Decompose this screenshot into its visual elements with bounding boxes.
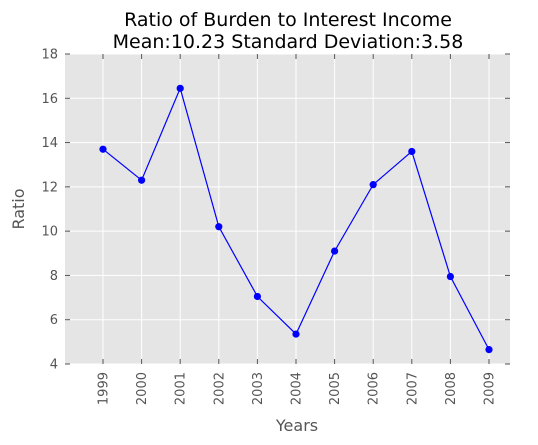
- tick-marks: [65, 53, 510, 365]
- y-tick-label: 10: [41, 225, 58, 240]
- data-point: [485, 346, 493, 354]
- data-point: [176, 84, 184, 92]
- data-point: [408, 147, 416, 156]
- grid-lines: [65, 53, 510, 365]
- x-tick-label: 2008: [444, 372, 459, 405]
- y-tick-label: 8: [50, 269, 58, 284]
- data-point: [331, 247, 339, 255]
- x-tick-label: 2006: [367, 372, 382, 405]
- data-point: [253, 292, 261, 301]
- data-point: [369, 181, 377, 189]
- y-tick-label: 14: [41, 136, 58, 151]
- data-point: [446, 272, 454, 281]
- data-point: [215, 223, 223, 231]
- x-tick-label: 2009: [483, 372, 498, 405]
- x-tick-label: 2001: [174, 372, 189, 405]
- y-axis-label: Ratio: [9, 188, 28, 229]
- plot-area: [65, 54, 510, 364]
- data-points: [99, 84, 493, 354]
- y-tick-label: 6: [50, 313, 58, 328]
- y-tick-label: 16: [41, 92, 58, 107]
- x-tick-label: 2000: [135, 372, 150, 405]
- x-tick-label: 2003: [251, 372, 266, 405]
- y-tick-labels: 4 6 8 10 12 14 16 18: [41, 48, 58, 373]
- y-tick-label: 18: [41, 48, 58, 63]
- data-point: [138, 176, 146, 184]
- data-point: [99, 145, 107, 153]
- x-tick-labels: 1999 2000 2001 2002 2003 2004 2005 2006 2007 2008…: [97, 372, 498, 405]
- chart-title-line-1: Ratio of Burden to Interest Income: [124, 9, 452, 31]
- x-tick-label: 2002: [212, 372, 227, 405]
- x-tick-label: 2004: [290, 372, 305, 405]
- x-tick-label: 2007: [405, 372, 420, 405]
- y-tick-label: 12: [41, 180, 58, 195]
- chart-title-line-2: Mean:10.23 Standard Deviation:3.58: [113, 31, 464, 53]
- x-axis-label: Years: [275, 416, 318, 435]
- data-point: [292, 330, 300, 338]
- x-tick-label: 1999: [97, 372, 112, 405]
- x-tick-label: 2005: [328, 372, 343, 405]
- y-tick-label: 4: [50, 358, 58, 373]
